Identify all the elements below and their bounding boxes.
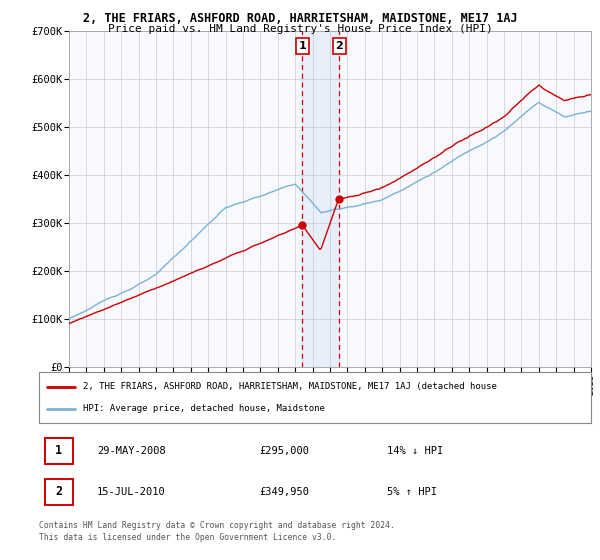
Text: 5% ↑ HPI: 5% ↑ HPI — [387, 487, 437, 497]
Text: 2: 2 — [55, 486, 62, 498]
Text: 2: 2 — [335, 41, 343, 51]
Text: 2, THE FRIARS, ASHFORD ROAD, HARRIETSHAM, MAIDSTONE, ME17 1AJ (detached house: 2, THE FRIARS, ASHFORD ROAD, HARRIETSHAM… — [83, 382, 497, 391]
Text: Contains HM Land Registry data © Crown copyright and database right 2024.: Contains HM Land Registry data © Crown c… — [39, 521, 395, 530]
Text: This data is licensed under the Open Government Licence v3.0.: This data is licensed under the Open Gov… — [39, 533, 337, 542]
Text: HPI: Average price, detached house, Maidstone: HPI: Average price, detached house, Maid… — [83, 404, 325, 413]
FancyBboxPatch shape — [44, 479, 73, 505]
Text: 14% ↓ HPI: 14% ↓ HPI — [387, 446, 443, 456]
Text: 2, THE FRIARS, ASHFORD ROAD, HARRIETSHAM, MAIDSTONE, ME17 1AJ: 2, THE FRIARS, ASHFORD ROAD, HARRIETSHAM… — [83, 12, 517, 25]
Text: 1: 1 — [298, 41, 306, 51]
FancyBboxPatch shape — [44, 438, 73, 464]
Text: Price paid vs. HM Land Registry's House Price Index (HPI): Price paid vs. HM Land Registry's House … — [107, 24, 493, 34]
Text: 15-JUL-2010: 15-JUL-2010 — [97, 487, 166, 497]
Text: 1: 1 — [55, 444, 62, 457]
Text: £349,950: £349,950 — [260, 487, 310, 497]
Bar — [302, 31, 340, 367]
Text: 29-MAY-2008: 29-MAY-2008 — [97, 446, 166, 456]
Text: £295,000: £295,000 — [260, 446, 310, 456]
